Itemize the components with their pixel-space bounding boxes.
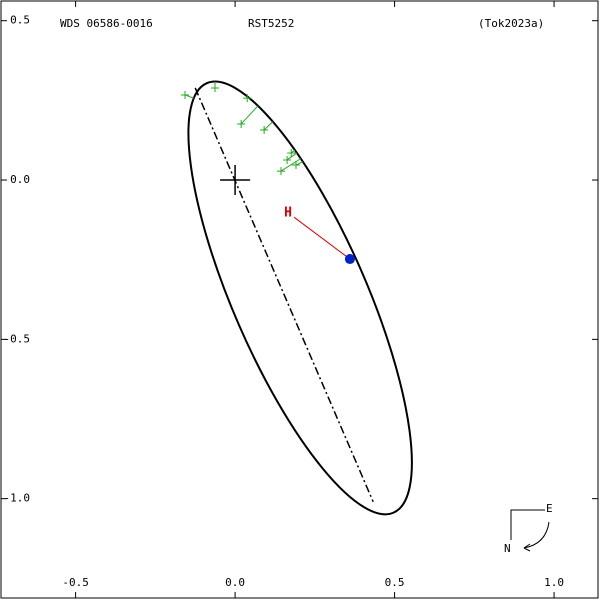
residual [184,94,194,99]
compass-east: E [546,502,553,515]
compass-arrow [523,543,531,552]
line-of-nodes [194,87,374,503]
x-tick-label: 1.0 [544,576,564,589]
compass-north: N [504,542,511,555]
x-tick-label: 0.5 [385,576,405,589]
observation [243,94,252,103]
residual [263,121,274,131]
compass-axes [510,509,545,540]
y-tick-label: -0.5 [4,332,31,345]
residual [240,105,259,125]
y-tick-label: 0.0 [10,173,30,186]
observation [181,90,190,99]
observation [260,126,269,135]
observation [292,161,301,170]
observation [210,83,219,92]
compass-arc [523,521,550,549]
chart-title: WDS 06586-0016 [60,17,153,30]
hipparcos-label: H [284,206,292,221]
y-tick-label: -1.0 [4,492,31,505]
residual [295,161,303,166]
orbit [187,80,413,516]
x-tick-label: 0.0 [225,576,245,589]
observation [283,155,292,164]
residual [280,158,302,172]
observation [277,167,286,176]
subtitle: RST5252 [248,17,294,30]
current-position [344,254,355,265]
observation [287,148,296,157]
primary-star [220,165,251,196]
y-tick-label: 0.5 [10,14,30,27]
reference: (Tok2023a) [478,17,544,30]
compass: E N [504,502,553,555]
x-tick-label: -0.5 [62,576,89,589]
residual [286,152,298,161]
hipparcos-link [293,216,351,260]
observation [237,119,246,128]
